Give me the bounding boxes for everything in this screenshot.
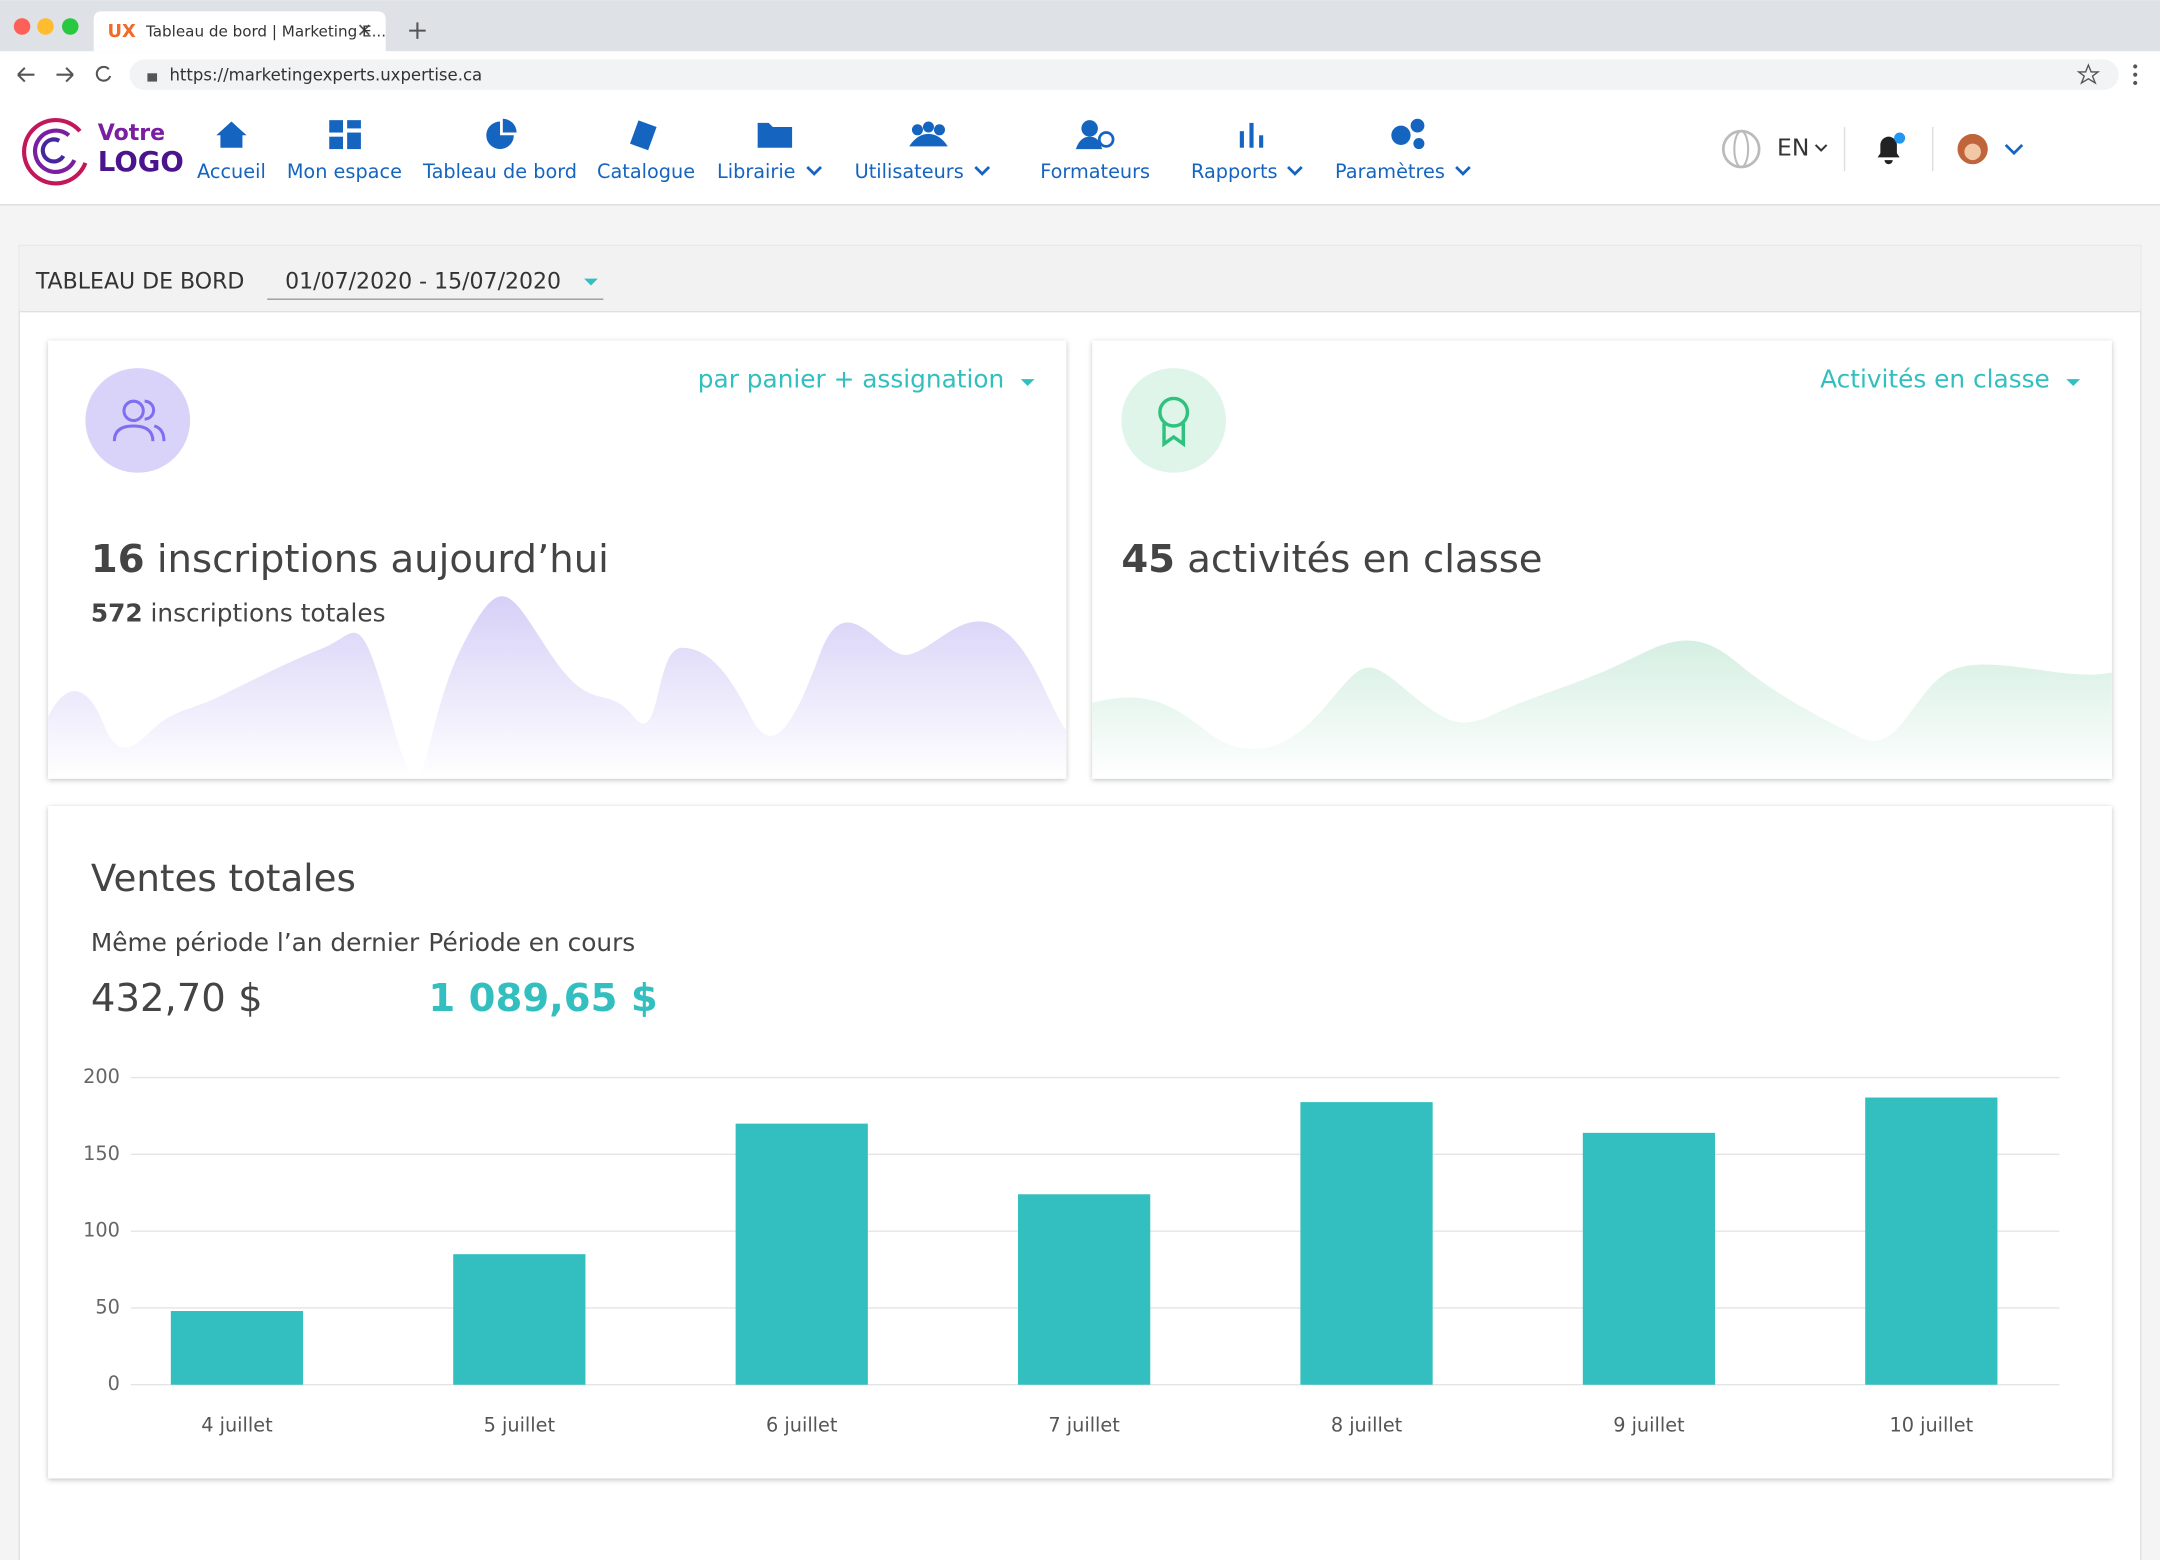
nav-item[interactable]: Librairie xyxy=(717,160,796,183)
x-tick-label: 8 juillet xyxy=(1331,1414,1403,1437)
bar xyxy=(171,1311,303,1385)
logo-text: LOGO xyxy=(98,146,184,178)
bar xyxy=(1018,1194,1150,1384)
navbar xyxy=(0,97,2160,204)
stat-value: 432,70 $ xyxy=(91,976,263,1021)
y-tick-label: 150 xyxy=(83,1142,120,1165)
kpi-main: 16 inscriptions aujourd’hui xyxy=(91,536,609,581)
kpi-label: inscriptions aujourd’hui xyxy=(145,536,609,581)
y-tick-label: 200 xyxy=(83,1065,120,1088)
sales-title: Ventes totales xyxy=(91,856,356,900)
bar xyxy=(736,1124,868,1385)
date-range[interactable]: 01/07/2020 - 15/07/2020 xyxy=(285,270,561,295)
y-tick-label: 100 xyxy=(83,1219,120,1242)
url: https://marketingexperts.uxpertise.ca xyxy=(169,66,482,85)
filter-dropdown[interactable]: Activités en classe xyxy=(1820,365,2050,394)
x-tick-label: 7 juillet xyxy=(1048,1414,1120,1437)
kpi-label: inscriptions totales xyxy=(143,599,386,628)
max-dot[interactable] xyxy=(62,18,79,35)
bar xyxy=(1300,1102,1432,1385)
lock xyxy=(147,73,157,81)
stat-label: Période en cours xyxy=(428,928,635,957)
icon-circle xyxy=(1121,368,1226,473)
kpi-label: activités en classe xyxy=(1175,536,1543,581)
x-tick-label: 5 juillet xyxy=(484,1414,556,1437)
kpi-number: 16 xyxy=(91,536,145,581)
y-tick-label: 50 xyxy=(95,1295,120,1318)
logo-text: Votre xyxy=(98,121,165,146)
page-title: TABLEAU DE BORD xyxy=(35,270,245,295)
kpi-number: 572 xyxy=(91,599,143,628)
bar xyxy=(1583,1133,1715,1385)
avatar-face xyxy=(1964,144,1981,161)
nav-item[interactable]: Accueil xyxy=(197,160,266,183)
min-dot[interactable] xyxy=(37,18,54,35)
language[interactable]: EN xyxy=(1777,134,1809,162)
y-tick-label: 0 xyxy=(108,1372,120,1395)
stat-label: Même période l’an dernier xyxy=(91,928,420,957)
stat-value: 1 089,65 $ xyxy=(428,976,657,1021)
nav-item[interactable]: Rapports xyxy=(1191,160,1278,183)
filter-dropdown[interactable]: par panier + assignation xyxy=(698,365,1004,394)
tab-title: Tableau de bord | Marketing E... xyxy=(145,22,386,40)
x-tick-label: 9 juillet xyxy=(1613,1414,1685,1437)
x-tick-label: 10 juillet xyxy=(1889,1414,1973,1437)
nav-item[interactable]: Tableau de bord xyxy=(422,160,577,183)
close-dot[interactable] xyxy=(14,18,31,35)
x-tick-label: 6 juillet xyxy=(766,1414,838,1437)
kpi-sub: 572 inscriptions totales xyxy=(91,599,386,628)
kpi-main: 45 activités en classe xyxy=(1121,536,1542,581)
menu[interactable] xyxy=(2133,64,2137,85)
kpi-number: 45 xyxy=(1121,536,1175,581)
nav-item[interactable]: Formateurs xyxy=(1040,160,1150,183)
notif-dot xyxy=(1894,133,1905,144)
tab-icon: UX xyxy=(107,21,136,42)
nav-item[interactable]: Paramètres xyxy=(1335,160,1445,183)
nav-item[interactable]: Catalogue xyxy=(597,160,695,183)
nav-item[interactable]: Utilisateurs xyxy=(855,160,964,183)
bar xyxy=(1865,1098,1997,1385)
nav-item[interactable]: Mon espace xyxy=(287,160,402,183)
x-tick-label: 4 juillet xyxy=(201,1414,273,1437)
bar xyxy=(453,1254,585,1385)
